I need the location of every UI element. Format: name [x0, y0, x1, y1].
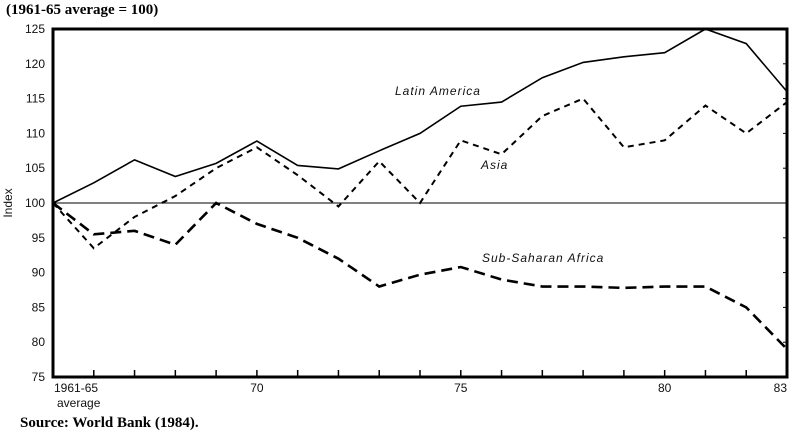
series-line-sub-saharan-africa	[52, 201, 788, 351]
y-tick-label: 75	[32, 370, 46, 384]
x-tick-label: 80	[658, 381, 672, 395]
x-tick-label: 75	[454, 381, 468, 395]
series-annotation: Sub-Saharan Africa	[482, 251, 604, 265]
x-tick-label: 70	[250, 381, 264, 395]
x-tick-label: 1961-65	[54, 381, 98, 395]
y-tick-label: 85	[32, 300, 46, 314]
y-tick-label: 120	[25, 57, 45, 71]
y-tick-label: 95	[32, 231, 46, 245]
y-tick-label: 110	[26, 126, 45, 140]
series-annotation: Asia	[480, 158, 508, 172]
series-annotation: Latin America	[395, 84, 481, 98]
series-line-asia	[52, 97, 788, 250]
series-line-latin-america	[52, 28, 788, 204]
y-tick-label: 80	[32, 335, 46, 349]
chart-source: Source: World Bank (1984).	[20, 415, 199, 431]
y-tick-label: 125	[25, 22, 45, 36]
y-tick-label: 105	[25, 161, 45, 175]
x-tick-sublabel: average	[57, 396, 101, 410]
y-tick-label: 90	[32, 266, 46, 280]
x-tick-label: 83	[774, 381, 788, 395]
y-axis-label: Index	[1, 188, 15, 217]
y-tick-label: 115	[26, 92, 45, 106]
y-tick-label: 100	[25, 196, 45, 210]
chart-subtitle: (1961-65 average = 100)	[6, 2, 159, 18]
